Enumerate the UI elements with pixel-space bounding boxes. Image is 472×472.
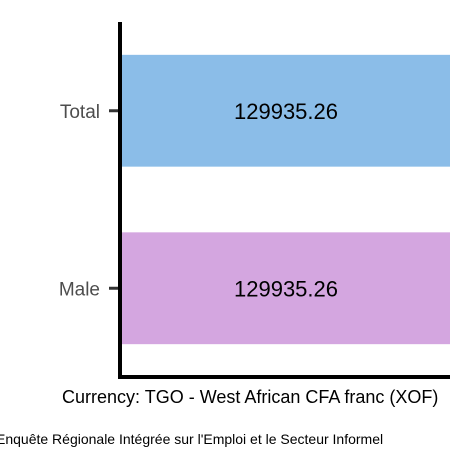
labels-layer: 129935.26 Total 129935.26 Male [59, 99, 338, 302]
y-tick-label-male: Male [59, 279, 100, 300]
source-caption: Enquête Régionale Intégrée sur l'Emploi … [0, 431, 383, 447]
bar-total [122, 54, 450, 167]
data-label-male: 129935.26 [234, 276, 338, 301]
x-axis-title: Currency: TGO - West African CFA franc (… [62, 387, 438, 407]
bar-male [122, 232, 450, 345]
y-tick-label-total: Total [60, 102, 100, 123]
data-label-total: 129935.26 [234, 99, 338, 124]
bars-layer [122, 54, 450, 345]
